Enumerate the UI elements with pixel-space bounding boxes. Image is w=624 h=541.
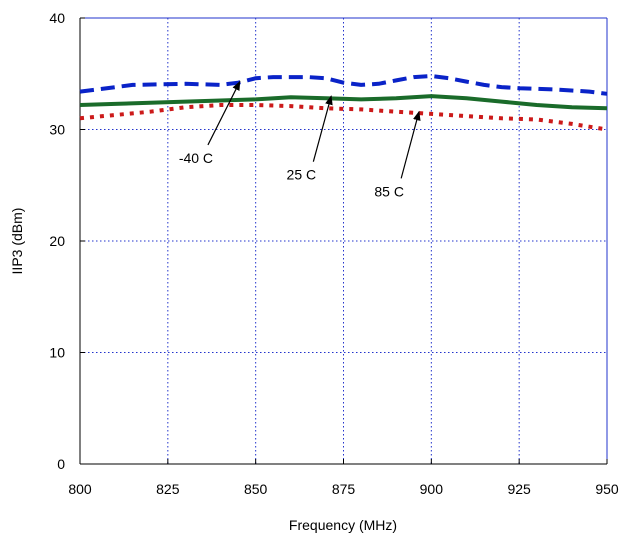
annotation-arrow-40-c xyxy=(207,80,241,146)
x-tick-label: 925 xyxy=(507,481,531,497)
annotation-label-85-c: 85 C xyxy=(374,183,404,199)
annotation-label-40-c: -40 C xyxy=(179,150,213,166)
y-tick-label: 20 xyxy=(49,233,65,249)
x-tick-label: 800 xyxy=(68,481,92,497)
data-series xyxy=(79,74,608,132)
plot-frame xyxy=(79,17,608,465)
x-tick-labels: 800 825 850 875 900 925 950 xyxy=(68,481,619,497)
annotations: -40 C 25 C 85 C xyxy=(179,80,421,199)
x-tick-label: 950 xyxy=(595,481,619,497)
y-tick-label: 10 xyxy=(49,345,65,361)
x-tick-label: 825 xyxy=(156,481,180,497)
y-tick-label: 0 xyxy=(57,456,65,472)
x-axis-title: Frequency (MHz) xyxy=(289,517,397,533)
annotation-arrow-85-c xyxy=(400,110,421,179)
x-tick-label: 850 xyxy=(244,481,268,497)
series-line-85-c xyxy=(79,103,608,132)
y-tick-labels: 0 10 20 30 40 xyxy=(49,10,65,472)
grid-lines xyxy=(80,18,607,464)
annotation-arrow-25-c xyxy=(312,95,333,162)
x-tick-label: 900 xyxy=(420,481,444,497)
series-line-40-c xyxy=(79,74,608,96)
y-axis-title: IIP3 (dBm) xyxy=(9,208,25,275)
y-tick-label: 40 xyxy=(49,10,65,26)
annotation-label-25-c: 25 C xyxy=(287,167,317,183)
y-tick-label: 30 xyxy=(49,122,65,138)
series-line-25-c xyxy=(79,94,608,111)
x-tick-label: 875 xyxy=(332,481,356,497)
